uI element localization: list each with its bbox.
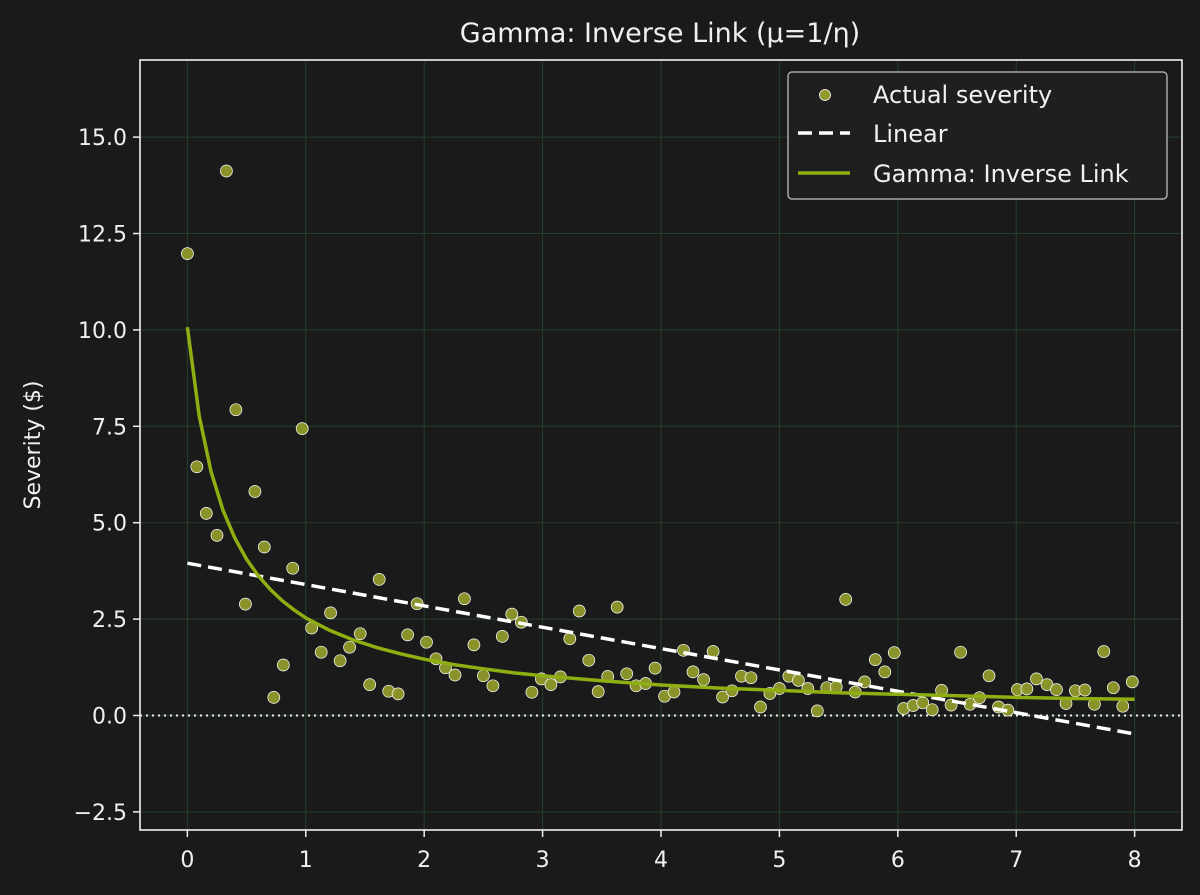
scatter-point bbox=[495, 630, 509, 643]
x-tick-label: 5 bbox=[772, 848, 786, 873]
x-tick-label: 3 bbox=[536, 848, 550, 873]
scatter-point bbox=[525, 685, 539, 699]
scatter-point bbox=[190, 460, 204, 474]
scatter-point bbox=[591, 685, 605, 698]
scatter-point bbox=[1097, 645, 1111, 658]
x-tick-label: 1 bbox=[299, 848, 313, 873]
scatter-point bbox=[839, 593, 853, 606]
linear-fit-line bbox=[187, 561, 1135, 736]
scatter-point bbox=[1125, 675, 1139, 689]
scatter-point bbox=[286, 561, 300, 575]
scatter-point bbox=[257, 540, 271, 554]
scatter-point bbox=[276, 658, 290, 672]
y-tick-label: 15.0 bbox=[78, 126, 127, 151]
scatter-point bbox=[220, 164, 233, 178]
y-axis-label: Severity ($) bbox=[21, 380, 46, 509]
scatter-point bbox=[181, 247, 194, 260]
y-tick-label: 2.5 bbox=[92, 608, 127, 633]
scatter-point bbox=[486, 679, 500, 693]
y-tick-label: 5.0 bbox=[92, 512, 127, 537]
scatter-point bbox=[477, 669, 490, 683]
legend-box bbox=[787, 71, 1168, 200]
scatter-point bbox=[648, 661, 662, 675]
scatter-point bbox=[448, 668, 462, 682]
scatter-point bbox=[229, 403, 243, 417]
legend-label-actual-severity: Actual severity bbox=[873, 81, 1052, 109]
chart-title: Gamma: Inverse Link (μ=1/η) bbox=[460, 18, 860, 49]
scatter-point bbox=[333, 654, 347, 668]
scatter-point bbox=[582, 653, 596, 667]
scatter-point bbox=[667, 685, 681, 699]
y-tick-label: 0.0 bbox=[92, 704, 127, 729]
x-tick-label: 4 bbox=[654, 848, 668, 873]
scatter-point bbox=[810, 704, 824, 718]
scatter-point bbox=[239, 597, 252, 611]
scatter-point bbox=[210, 529, 224, 542]
y-tick-label: −2.5 bbox=[74, 801, 127, 826]
scatter-point bbox=[887, 646, 901, 659]
scatter-point bbox=[725, 684, 739, 698]
scatter-point bbox=[686, 665, 700, 679]
scatter-point bbox=[199, 507, 213, 520]
legend-label-gamma: Gamma: Inverse Link bbox=[873, 160, 1129, 188]
scatter-point bbox=[792, 674, 805, 687]
scatter-point bbox=[697, 673, 710, 686]
scatter-point bbox=[954, 645, 967, 659]
scatter-point bbox=[572, 604, 586, 618]
x-tick-label: 2 bbox=[417, 848, 431, 873]
scatter-point bbox=[363, 678, 377, 691]
scatter-point bbox=[248, 485, 262, 498]
scatter-point bbox=[1030, 672, 1043, 686]
scatter-point bbox=[420, 635, 433, 649]
x-tick-label: 0 bbox=[180, 848, 194, 873]
scatter-point bbox=[868, 653, 882, 666]
scatter-point bbox=[505, 607, 519, 621]
y-tick-label: 12.5 bbox=[78, 223, 127, 248]
scatter-point bbox=[458, 592, 471, 606]
scatter-point bbox=[391, 687, 405, 701]
scatter-point bbox=[982, 669, 996, 683]
scatter-point bbox=[878, 665, 892, 679]
scatter-point bbox=[544, 678, 558, 691]
y-tick-label: 7.5 bbox=[92, 415, 127, 440]
scatter-points bbox=[181, 164, 1139, 718]
legend-label-linear: Linear bbox=[873, 120, 948, 148]
scatter-point bbox=[1078, 683, 1092, 697]
scatter-point bbox=[401, 628, 414, 642]
scatter-point bbox=[563, 632, 577, 646]
x-tick-label: 7 bbox=[1009, 848, 1023, 873]
x-tick-label: 8 bbox=[1128, 848, 1142, 873]
scatter-point bbox=[343, 640, 356, 654]
scatter-point bbox=[754, 700, 767, 714]
scatter-point bbox=[1020, 682, 1034, 696]
scatter-point bbox=[925, 703, 939, 717]
scatter-point bbox=[610, 600, 624, 614]
scatter-point bbox=[353, 627, 367, 641]
scatter-point bbox=[744, 671, 758, 685]
scatter-point bbox=[324, 606, 337, 620]
scatter-point bbox=[267, 691, 281, 704]
scatter-point bbox=[716, 690, 729, 704]
x-axis-ticks: 0 1 2 3 4 5 6 7 8 bbox=[180, 830, 1142, 873]
scatter-point bbox=[295, 422, 309, 435]
y-tick-label: 10.0 bbox=[78, 319, 127, 344]
y-axis-ticks: −2.5 0.0 2.5 5.0 7.5 10.0 12.5 15.0 bbox=[74, 126, 140, 826]
scatter-point bbox=[620, 667, 634, 681]
x-tick-label: 6 bbox=[891, 848, 905, 873]
legend: Actual severity Linear Gamma: Inverse Li… bbox=[787, 71, 1168, 200]
scatter-point bbox=[1050, 683, 1063, 696]
scatter-point bbox=[1116, 699, 1130, 713]
legend-marker-actual-severity bbox=[819, 89, 831, 101]
scatter-point bbox=[314, 645, 328, 659]
scatter-point bbox=[1106, 681, 1120, 695]
scatter-point bbox=[467, 638, 481, 652]
gamma-fit-line bbox=[185, 326, 1135, 702]
scatter-point bbox=[372, 573, 386, 586]
